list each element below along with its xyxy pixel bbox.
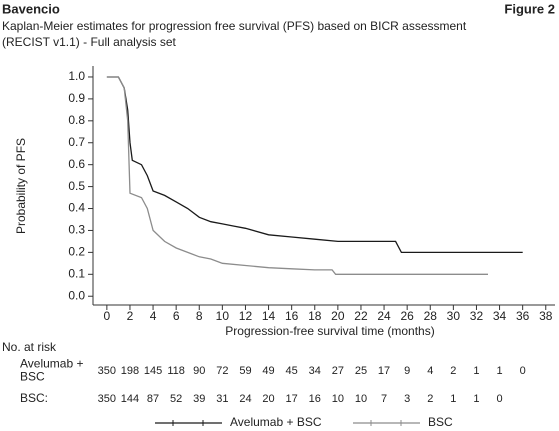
x-axis-title: Progression-free survival time (months) xyxy=(225,324,434,338)
y-tick-label: 1.0 xyxy=(68,69,85,83)
risk-value: 31 xyxy=(216,393,228,405)
y-tick-label: 0.0 xyxy=(68,288,85,302)
risk-value: 10 xyxy=(355,393,367,405)
risk-value: 59 xyxy=(239,365,251,377)
risk-value: 145 xyxy=(144,365,162,377)
risk-value: 16 xyxy=(309,393,321,405)
risk-value: 4 xyxy=(427,365,433,377)
y-tick-label: 0.1 xyxy=(68,266,85,280)
risk-value: 1 xyxy=(473,393,479,405)
risk-value: 3 xyxy=(404,393,410,405)
y-tick-label: 0.3 xyxy=(68,223,85,237)
risk-value: 17 xyxy=(378,365,390,377)
x-tick-label: 20 xyxy=(331,309,345,323)
survival-curve xyxy=(106,76,523,254)
x-tick-label: 36 xyxy=(516,309,530,323)
risk-value: 2 xyxy=(427,393,433,405)
y-tick-label: 0.8 xyxy=(68,113,85,127)
figure-label: Figure 2 xyxy=(504,1,555,16)
risk-value: 20 xyxy=(262,393,274,405)
legend-label: BSC xyxy=(428,415,453,429)
x-tick-label: 28 xyxy=(424,309,438,323)
risk-value: 49 xyxy=(262,365,274,377)
x-tick-label: 22 xyxy=(354,309,368,323)
risk-value: 39 xyxy=(193,393,205,405)
x-tick-label: 26 xyxy=(400,309,414,323)
x-tick-label: 30 xyxy=(447,309,461,323)
y-tick-label: 0.7 xyxy=(68,135,85,149)
risk-value: 87 xyxy=(147,393,159,405)
risk-value: 1 xyxy=(450,393,456,405)
risk-value: 198 xyxy=(121,365,139,377)
risk-value: 0 xyxy=(520,365,526,377)
y-tick-label: 0.5 xyxy=(68,179,85,193)
risk-value: 118 xyxy=(167,365,185,377)
x-tick-label: 0 xyxy=(104,309,111,323)
risk-value: 17 xyxy=(286,393,298,405)
risk-value: 1 xyxy=(473,365,479,377)
risk-row-label: BSC: xyxy=(20,391,48,405)
risk-row-label: Avelumab + xyxy=(20,357,84,371)
x-tick-label: 16 xyxy=(285,309,299,323)
risk-row-label: BSC xyxy=(20,370,45,384)
x-tick-label: 32 xyxy=(470,309,484,323)
x-tick-label: 8 xyxy=(196,309,203,323)
x-tick-label: 14 xyxy=(262,309,276,323)
risk-value: 72 xyxy=(216,365,228,377)
risk-value: 34 xyxy=(309,365,321,377)
chart-title: (RECIST v1.1) - Full analysis set xyxy=(2,35,176,49)
x-tick-label: 6 xyxy=(173,309,180,323)
risk-value: 9 xyxy=(404,365,410,377)
x-tick-label: 38 xyxy=(539,309,553,323)
y-tick-label: 0.2 xyxy=(68,245,85,259)
risk-value: 350 xyxy=(98,365,116,377)
x-tick-label: 24 xyxy=(377,309,391,323)
risk-value: 7 xyxy=(381,393,387,405)
y-axis-title: Probability of PFS xyxy=(14,138,28,234)
risk-value: 52 xyxy=(170,393,182,405)
x-tick-label: 2 xyxy=(127,309,134,323)
y-tick-label: 0.6 xyxy=(68,157,85,171)
legend-label: Avelumab + BSC xyxy=(230,415,322,429)
risk-value: 45 xyxy=(286,365,298,377)
x-tick-label: 4 xyxy=(150,309,157,323)
risk-value: 25 xyxy=(355,365,367,377)
x-tick-label: 34 xyxy=(493,309,507,323)
risk-title: No. at risk xyxy=(2,340,57,354)
brand: Bavencio xyxy=(2,1,60,16)
risk-value: 144 xyxy=(121,393,139,405)
risk-value: 24 xyxy=(239,393,251,405)
x-tick-label: 12 xyxy=(239,309,253,323)
y-tick-label: 0.4 xyxy=(68,201,85,215)
risk-value: 0 xyxy=(496,393,502,405)
risk-value: 1 xyxy=(496,365,502,377)
risk-value: 350 xyxy=(98,393,116,405)
risk-value: 10 xyxy=(332,393,344,405)
risk-value: 27 xyxy=(332,365,344,377)
y-tick-label: 0.9 xyxy=(68,91,85,105)
x-tick-label: 18 xyxy=(308,309,322,323)
chart-title: Kaplan-Meier estimates for progression f… xyxy=(2,19,467,33)
risk-value: 2 xyxy=(450,365,456,377)
survival-curve xyxy=(106,76,488,275)
x-tick-label: 10 xyxy=(216,309,230,323)
risk-value: 90 xyxy=(193,365,205,377)
